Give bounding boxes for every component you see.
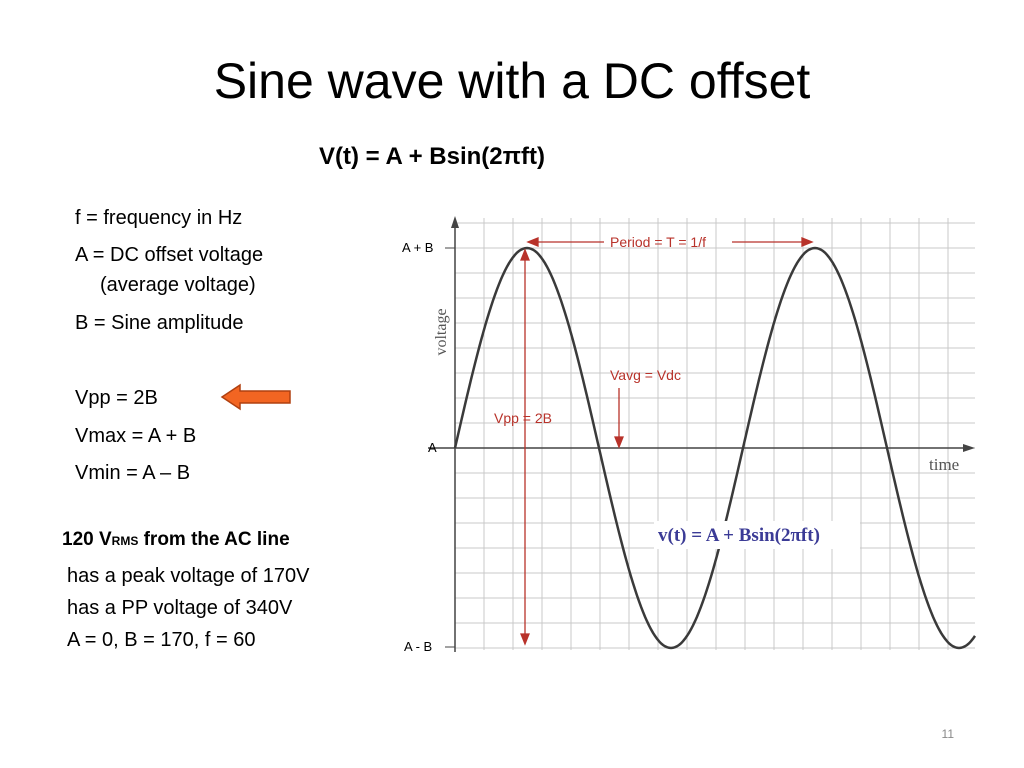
sine-wave — [453, 246, 977, 650]
vavg-label: Vavg = Vdc — [610, 367, 681, 383]
heading-part: 120 V — [62, 529, 112, 550]
arrowhead — [520, 633, 530, 646]
y-label: A — [428, 440, 437, 455]
axis-arrowhead — [963, 444, 975, 452]
definition: A = DC offset voltage — [75, 244, 263, 266]
relation: Vpp = 2B — [75, 387, 158, 409]
annotations — [520, 237, 814, 646]
heading-part: from the AC line — [138, 529, 289, 550]
formula: V(t) = A + Bsin(2πft) — [319, 143, 545, 170]
example-heading: 120 VRMS from the AC line — [62, 529, 290, 550]
y-axis-title: voltage — [433, 308, 450, 355]
equation-box — [654, 521, 860, 549]
period-label: Period = T = 1/f — [610, 234, 706, 250]
relation: Vmax = A + B — [75, 425, 196, 447]
example-line: has a PP voltage of 340V — [67, 597, 293, 619]
relation: Vmin = A – B — [75, 462, 190, 484]
y-label: A + B — [402, 240, 433, 255]
figure-equation: v(t) = A + Bsin(2πft) — [658, 525, 820, 546]
arrowhead — [614, 436, 624, 449]
definition: (average voltage) — [100, 274, 256, 296]
arrowhead — [520, 248, 530, 261]
vpp-label: Vpp = 2B — [494, 410, 552, 426]
x-axis-title: time — [929, 455, 959, 474]
grid — [454, 218, 975, 650]
example-line: A = 0, B = 170, f = 60 — [67, 629, 255, 651]
heading-part: RMS — [112, 534, 139, 548]
y-label: A - B — [404, 639, 432, 654]
definition: B = Sine amplitude — [75, 312, 243, 334]
title: Sine wave with a DC offset — [214, 53, 811, 109]
definition: f = frequency in Hz — [75, 207, 242, 229]
page-number: 11 — [942, 727, 955, 741]
example-line: has a peak voltage of 170V — [67, 565, 310, 587]
arrowhead — [526, 237, 539, 247]
arrowhead — [801, 237, 814, 247]
pointer-arrow — [220, 383, 291, 411]
axis-arrowhead — [451, 216, 459, 228]
